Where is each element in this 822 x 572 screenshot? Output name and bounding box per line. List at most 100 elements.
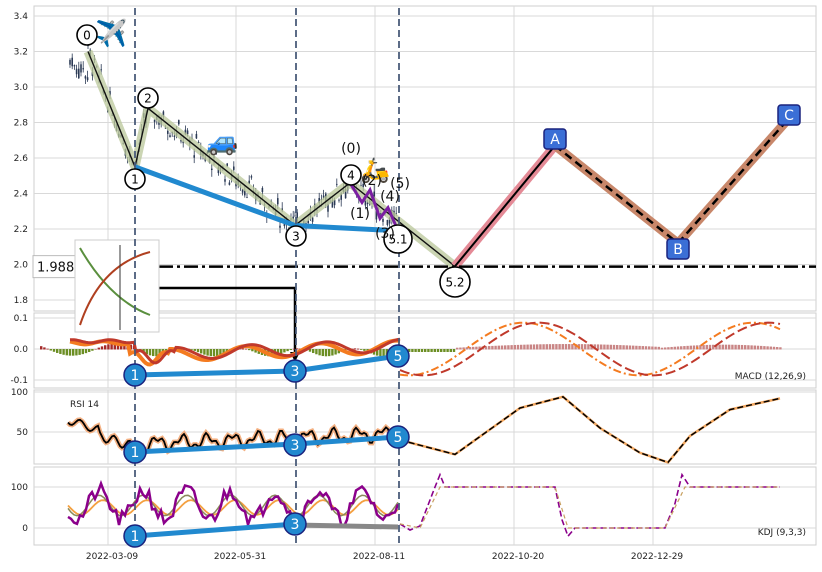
macd-histogram-bar	[584, 344, 587, 350]
level-label: 1.988	[37, 261, 74, 276]
kdj-trend-line-1	[134, 521, 296, 539]
macd-signal-projection	[399, 321, 781, 377]
rsi-div-5: 5	[394, 430, 403, 446]
candle-body	[386, 219, 389, 226]
price-y-tick: 3.0	[14, 83, 29, 93]
wave-label-3-circle	[285, 225, 307, 247]
macd-histogram-bar	[692, 345, 696, 350]
macd-histogram-bar	[251, 349, 254, 352]
rsi-trend-line-2	[294, 434, 399, 447]
macd-div-5: 5	[394, 349, 403, 365]
macd-histogram-bar	[772, 346, 776, 350]
macd-histogram-bar	[561, 344, 564, 350]
candle-body	[186, 130, 189, 135]
macd-histogram-bar	[616, 344, 619, 350]
macd-histogram-bar	[568, 344, 571, 350]
macd-histogram-bar	[200, 349, 203, 354]
candle-body	[307, 220, 309, 224]
macd-histogram-bar	[715, 344, 718, 350]
overlay-labels: 0 1 2 3 4 5.2 5.1 (0) (1) (2) (3) (4)(5) A B C 1 3 5 1 3 5 1 3	[76, 24, 801, 548]
macd-histogram-bar	[276, 349, 280, 355]
macd-histogram-bar	[286, 349, 289, 352]
x-axis-ticks: 2022-03-09 2022-05-31 2022-08-11 2022-10-20…	[86, 552, 684, 562]
macd-histogram-bar	[664, 347, 667, 350]
candle-body	[344, 188, 347, 199]
candle-body	[162, 111, 165, 117]
x-tick-label: 2022-08-11	[353, 552, 405, 562]
macd-histogram-bar	[529, 344, 532, 350]
macd-histogram-bar	[81, 349, 84, 355]
projection-box-C	[777, 104, 801, 126]
macd-histogram-bar	[424, 349, 427, 352]
macd-histogram-bar	[104, 345, 107, 350]
kdj-y-tick: 0	[22, 524, 28, 534]
macd-histogram-bar	[356, 348, 360, 350]
macd-histogram-bar	[222, 349, 225, 355]
macd-histogram-bar	[728, 344, 731, 350]
candle-body	[296, 212, 298, 222]
macd-div-1: 1	[131, 368, 140, 384]
macd-histogram-bar	[241, 348, 244, 350]
macd-histogram-bar	[513, 344, 516, 350]
macd-histogram-bar	[628, 345, 632, 350]
macd-histogram-bar	[417, 349, 420, 352]
candle-body	[331, 200, 334, 208]
candle-body	[197, 142, 200, 144]
macd-panel: MACD (12,26,9)	[40, 321, 806, 382]
price-y-tick: 2.2	[14, 225, 28, 235]
macd-histogram-bar	[536, 344, 539, 350]
x-tick-label: 2022-03-09	[86, 552, 139, 562]
candle-body	[318, 198, 320, 204]
macd-histogram-bar	[667, 347, 670, 350]
x-tick-label: 2022-12-29	[631, 552, 684, 562]
wave-label-0: 0	[83, 28, 91, 42]
inset-curve-1	[79, 247, 151, 316]
macd-histogram-bar	[449, 349, 452, 352]
macd-histogram-bar	[651, 346, 654, 350]
wave-line	[87, 51, 456, 267]
macd-histogram-bar	[475, 346, 478, 350]
rsi-div-1-circle	[123, 440, 147, 464]
macd-div-3: 3	[291, 364, 300, 380]
macd-histogram-bar	[68, 349, 72, 356]
kdj-j-line	[67, 479, 400, 530]
candle-body	[380, 213, 382, 215]
macd-histogram-bar	[641, 346, 644, 350]
macd-histogram-bar	[254, 349, 257, 353]
kdj-projection-j	[399, 472, 780, 538]
macd-histogram-bar	[657, 346, 660, 350]
rsi-div-5-circle	[386, 425, 410, 449]
candle-body	[250, 176, 253, 178]
macd-histogram-bar	[744, 345, 747, 350]
rsi-div-3: 3	[291, 438, 300, 454]
sub-wave-label: (3)	[375, 226, 395, 242]
macd-histogram-bar	[75, 349, 78, 356]
candle-body	[180, 140, 182, 142]
wave-label-5: 5.2	[445, 275, 464, 289]
macd-histogram-bar	[328, 349, 331, 357]
macd-histogram-bar	[459, 347, 462, 350]
macd-histogram-bar	[673, 346, 676, 350]
wave-label-0-circle	[76, 24, 98, 46]
wave-label-4-circle	[340, 164, 362, 186]
candle-body	[233, 166, 235, 170]
sub-wave-label: (4)	[380, 189, 400, 205]
macd-histogram-bar	[542, 344, 545, 350]
macd-histogram-bar	[360, 349, 363, 350]
macd-trend-line-2	[294, 353, 399, 374]
macd-histogram-bar	[216, 349, 219, 356]
macd-histogram-bar	[456, 347, 459, 350]
candle-body	[215, 152, 217, 155]
candle-body	[78, 68, 80, 79]
panel-frame-kdj	[33, 466, 817, 546]
candle-body	[388, 217, 391, 224]
macd-histogram-bar	[580, 344, 584, 350]
macd-histogram-bar	[686, 345, 689, 350]
wave-label-3: 3	[292, 229, 300, 243]
inset-curve-2	[79, 251, 151, 326]
candle-body	[366, 202, 369, 205]
proj-line-b	[554, 144, 679, 245]
macd-histogram-bar	[753, 345, 756, 350]
macd-histogram-bar	[478, 346, 481, 350]
